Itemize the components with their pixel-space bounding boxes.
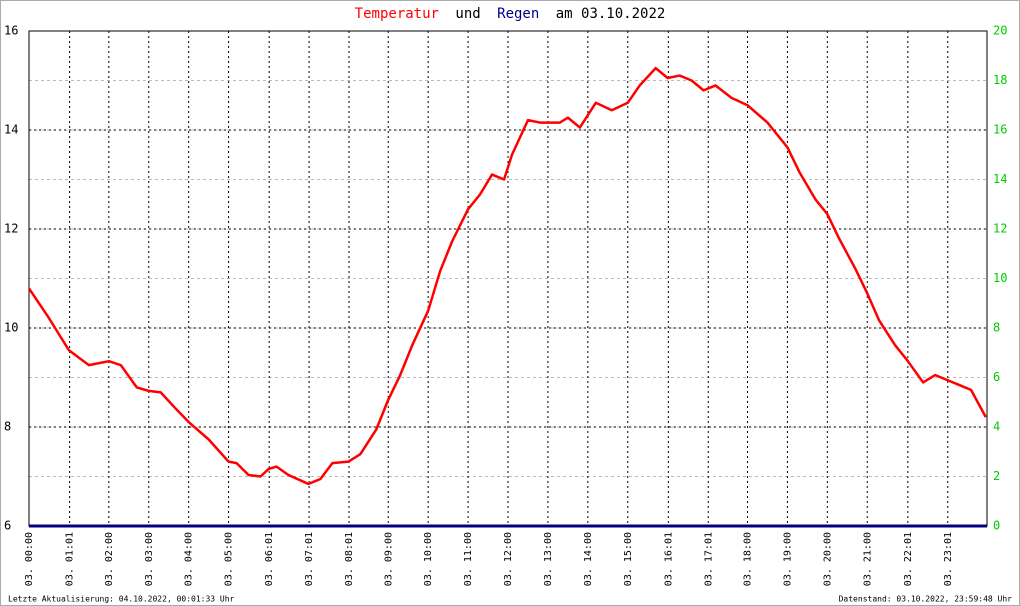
x-tick-label: 03. 22:01 [903,532,914,586]
x-tick-label: 03. 02:00 [104,532,115,586]
y2-tick-label: 6 [993,370,1000,384]
x-tick-label: 03. 04:00 [184,532,195,586]
x-tick-label: 03. 10:00 [423,532,434,586]
y-tick-label: 10 [4,321,18,335]
x-tick-label: 03. 14:00 [583,532,594,586]
x-tick-label: 03. 21:00 [862,532,873,586]
y2-tick-label: 0 [993,519,1000,533]
y-tick-label: 16 [4,24,18,38]
y2-tick-label: 16 [993,123,1007,137]
y2-tick-label: 20 [993,24,1007,38]
y-tick-label: 8 [4,420,11,434]
y2-tick-label: 12 [993,222,1007,236]
y2-tick-label: 10 [993,271,1007,285]
x-tick-label: 03. 20:00 [822,532,833,586]
x-tick-label: 03. 17:01 [703,532,714,586]
chart-title: Temperatur und Regen am 03.10.2022 [355,6,666,22]
x-tick-label: 03. 16:01 [663,532,674,586]
x-tick-label: 03. 03:00 [144,532,155,586]
y-tick-label: 12 [4,222,18,236]
footer-left: Letzte Aktualisierung: 04.10.2022, 00:01… [8,595,235,604]
x-tick-label: 03. 07:01 [304,532,315,586]
x-tick-label: 03. 00:00 [24,532,35,586]
x-tick-label: 03. 09:00 [383,532,394,586]
x-tick-label: 03. 05:00 [224,532,235,586]
y2-tick-label: 4 [993,420,1000,434]
x-tick-label: 03. 12:00 [503,532,514,586]
y2-tick-label: 14 [993,172,1007,186]
y-tick-label: 14 [4,123,18,137]
title-part: am 03.10.2022 [556,6,666,22]
x-tick-label: 03. 06:01 [264,532,275,586]
title-part: Temperatur [355,6,439,22]
x-tick-label: 03. 18:00 [743,532,754,586]
x-tick-label: 03. 13:00 [543,532,554,586]
y2-tick-label: 2 [993,469,1000,483]
x-tick-label: 03. 11:00 [463,532,474,586]
x-tick-label: 03. 23:01 [943,532,954,586]
footer-right: Datenstand: 03.10.2022, 23:59:48 Uhr [839,595,1013,604]
x-tick-label: 03. 01:01 [65,532,76,586]
y2-tick-label: 18 [993,73,1007,87]
x-tick-label: 03. 15:00 [623,532,634,586]
title-part: Regen [497,6,539,22]
x-tick-label: 03. 08:01 [344,532,355,586]
y-tick-label: 6 [4,519,11,533]
series-line [27,66,987,486]
x-tick-label: 03. 19:00 [782,532,793,586]
y2-tick-label: 8 [993,321,1000,335]
title-part: und [455,6,480,22]
